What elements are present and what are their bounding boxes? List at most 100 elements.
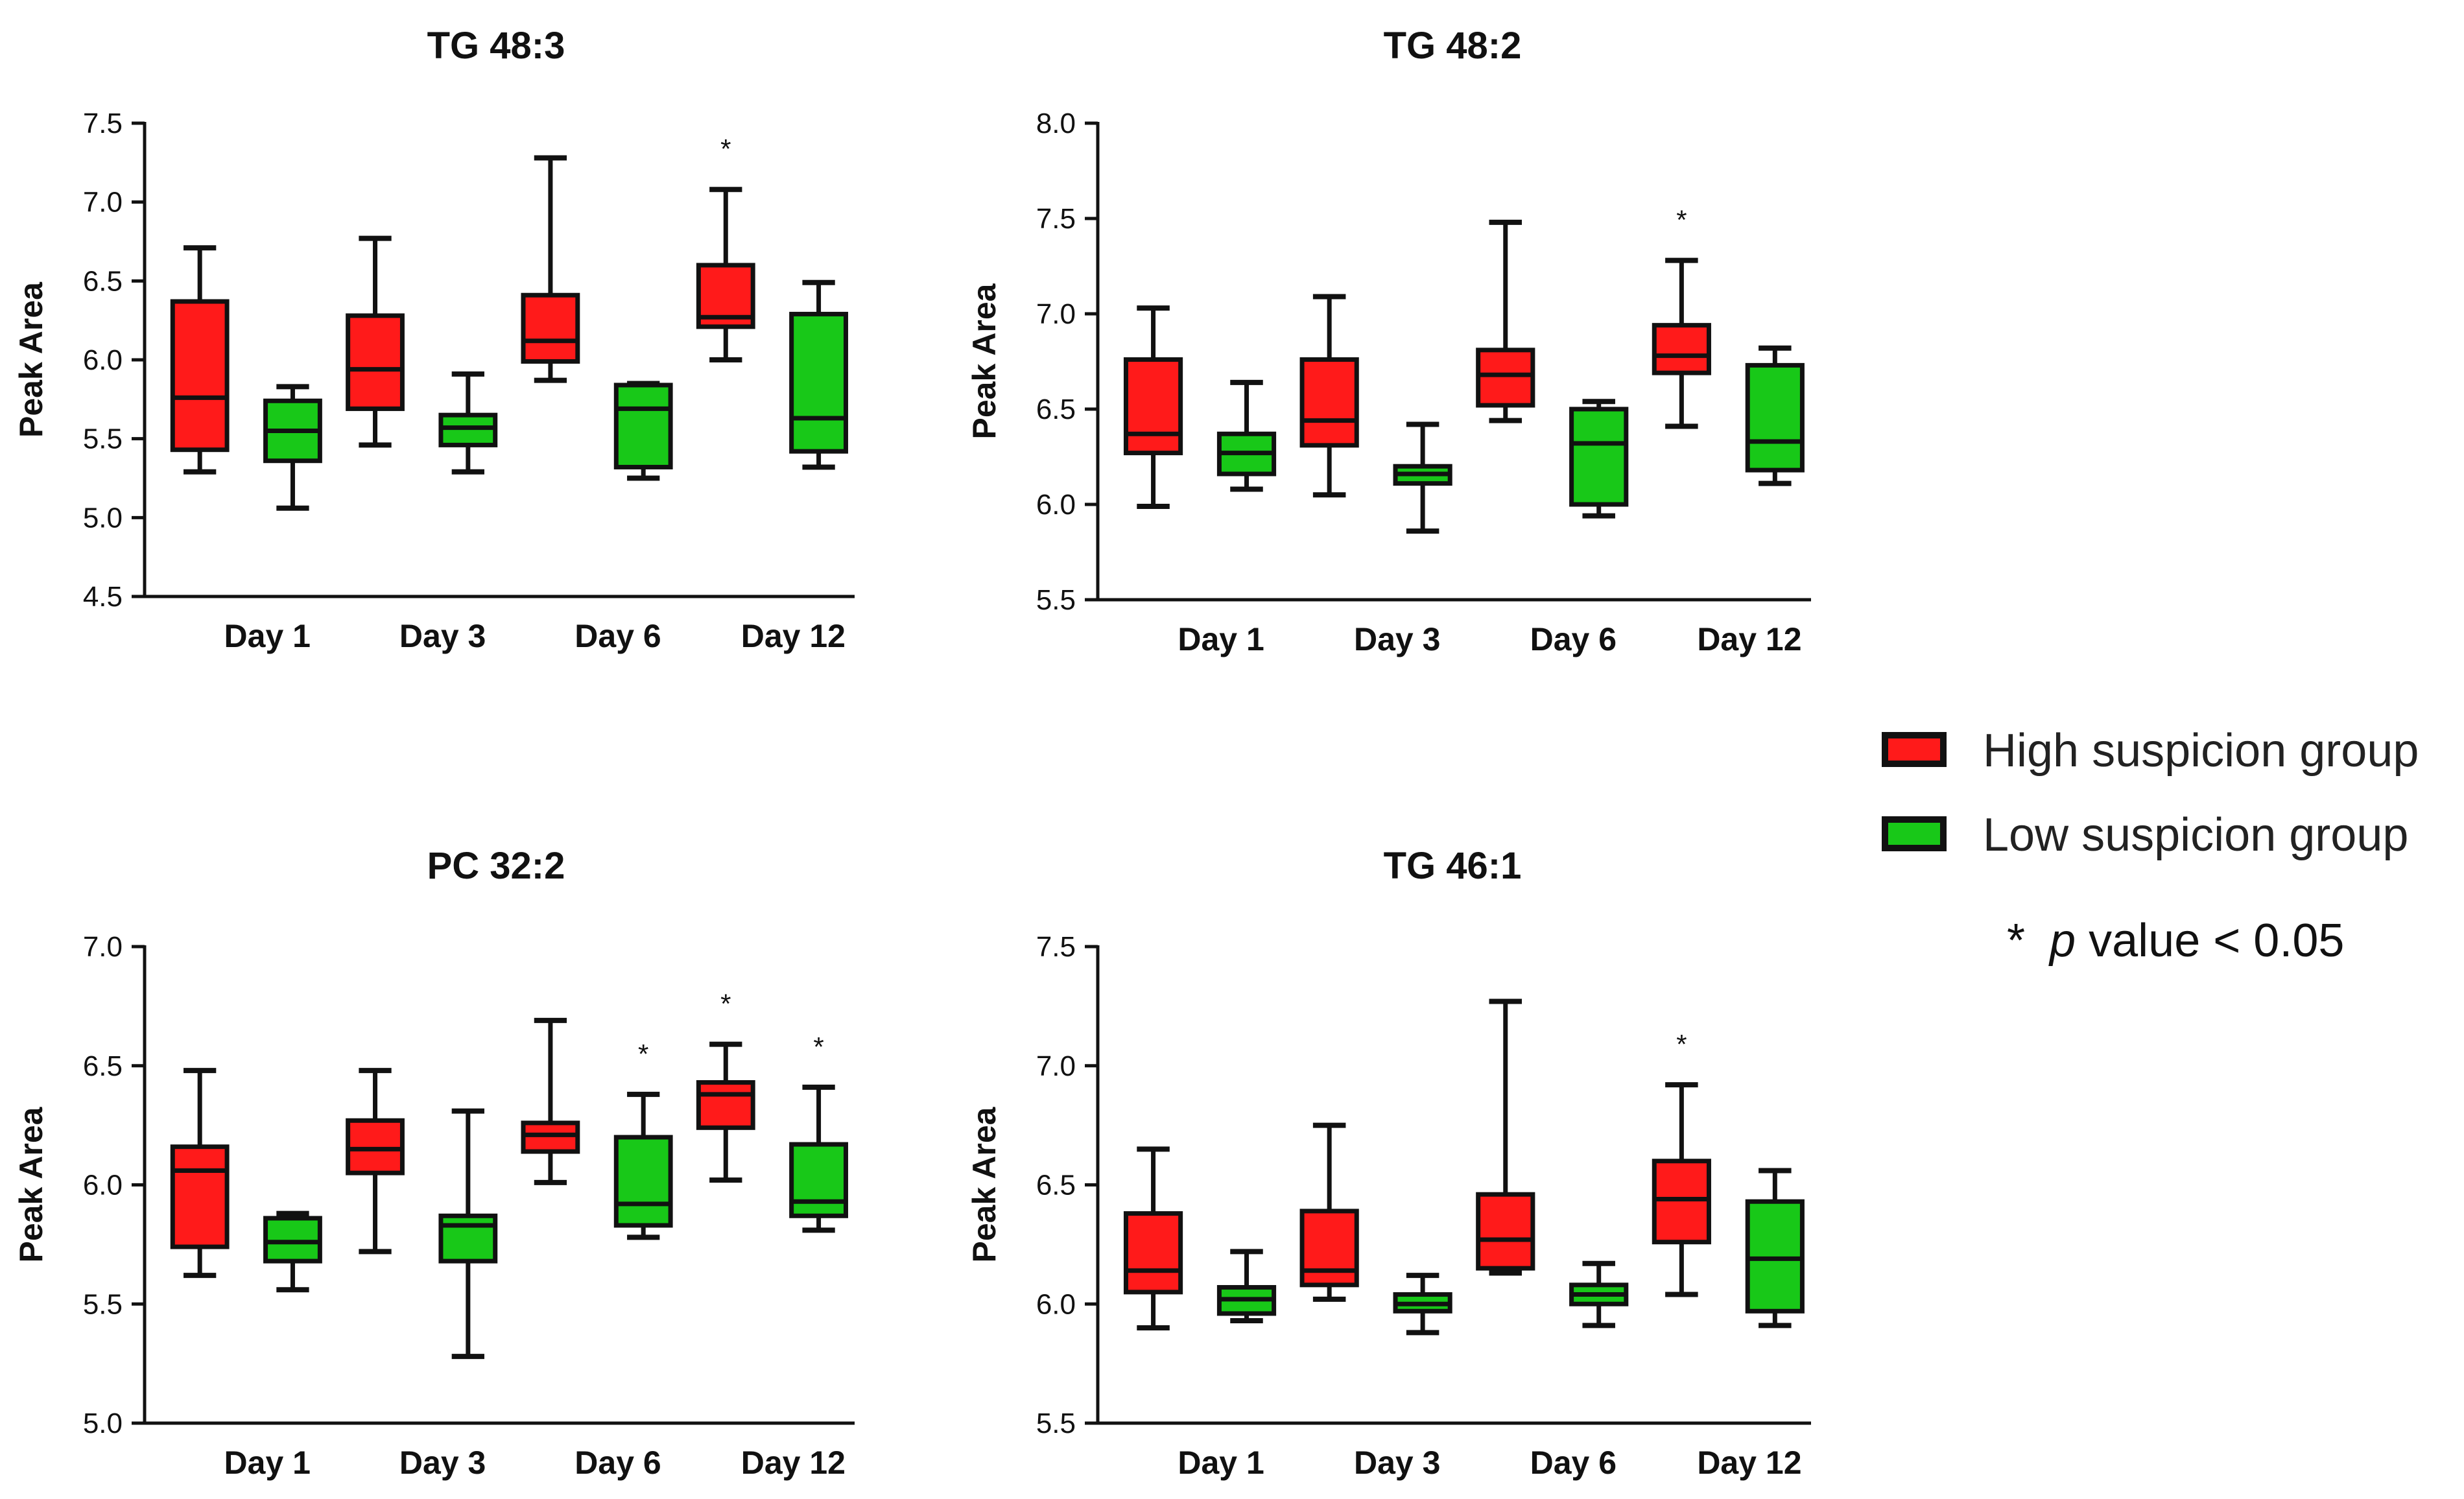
- legend-label-low: Low suspicion group: [1983, 809, 2408, 861]
- box-body: [1123, 357, 1183, 456]
- y-tick-label: 7.0: [83, 187, 123, 218]
- box-body: [1745, 362, 1805, 473]
- box-body: [696, 1080, 755, 1130]
- x-tick-label: Day 6: [575, 1445, 661, 1481]
- box-body: [521, 292, 580, 364]
- x-tick-label: Day 1: [1178, 1445, 1264, 1481]
- y-tick-label: 7.0: [83, 931, 123, 963]
- y-tick-label: 6.0: [1036, 489, 1076, 521]
- significance-star: *: [1676, 205, 1687, 235]
- chart-title: TG 48:3: [427, 25, 565, 67]
- y-tick-label: 7.0: [1036, 298, 1076, 330]
- x-tick-label: Day 3: [1354, 621, 1440, 657]
- chart-panel-3: PC 32:2 Peak Area 5.0 5.5 6.0 6.5 7.0 Day 1 Day …: [13, 845, 855, 1481]
- x-tick-label: Day 6: [1530, 1445, 1617, 1481]
- x-tick-label: Day 12: [1697, 1445, 1801, 1481]
- legend-item-high: High suspicion group: [1882, 725, 2419, 777]
- legend-label-high: High suspicion group: [1983, 725, 2419, 777]
- y-tick-label: 6.5: [83, 265, 123, 297]
- x-tick-label: Day 3: [1354, 1445, 1440, 1481]
- y-tick-label: 7.0: [1036, 1050, 1076, 1082]
- box-high-day-3: [1476, 219, 1535, 423]
- box-high-day-1: [1123, 305, 1183, 509]
- box-body: [1476, 348, 1535, 408]
- y-tick-label: 6.5: [83, 1050, 123, 1082]
- x-tick-label: Day 12: [741, 1445, 846, 1481]
- box-high-day-3: [521, 1017, 580, 1185]
- box-low-day-4: [1745, 1168, 1805, 1328]
- box-high-day-4: [1652, 1082, 1711, 1297]
- box-low-day-2: [438, 1108, 498, 1360]
- x-tick-label: Day 3: [399, 618, 486, 654]
- box-low-day-1: [1216, 1249, 1277, 1323]
- box-body: [613, 383, 673, 469]
- legend-item-low: Low suspicion group: [1882, 809, 2408, 861]
- y-tick-label: 7.5: [1036, 203, 1076, 235]
- box-low-day-1: [263, 384, 322, 511]
- y-tick-label: 4.5: [83, 581, 123, 613]
- box-high-day-4: [1652, 257, 1711, 429]
- box-body: [521, 1120, 580, 1154]
- box-high-day-3: [1476, 998, 1535, 1276]
- box-body: [1476, 1192, 1535, 1271]
- box-low-day-3: [613, 381, 673, 481]
- x-tick-label: Day 3: [399, 1445, 486, 1481]
- y-tick-label: 8.0: [1036, 108, 1076, 139]
- significance-note-p: p: [2048, 915, 2076, 967]
- box-high-day-2: [1299, 1122, 1359, 1302]
- significance-star: *: [813, 1032, 823, 1062]
- box-body: [1569, 407, 1629, 507]
- box-body: [1745, 1199, 1805, 1314]
- y-tick-label: 6.0: [83, 344, 123, 376]
- box-body: [346, 313, 405, 411]
- box-low-day-1: [263, 1210, 322, 1293]
- x-tick-label: Day 1: [224, 1445, 311, 1481]
- chart-title: TG 46:1: [1384, 845, 1522, 887]
- y-tick-label: 5.0: [83, 502, 123, 534]
- chart-panel-4: TG 46:1 Peak Area 5.5 6.0 6.5 7.0 7.5 Day 1 Day …: [966, 845, 1811, 1481]
- significance-note-star: *: [2007, 915, 2025, 967]
- x-tick-label: Day 6: [575, 618, 661, 654]
- box-body: [438, 412, 498, 447]
- box-low-day-2: [438, 371, 498, 475]
- box-body: [263, 1216, 322, 1264]
- box-body: [170, 299, 230, 453]
- x-tick-label: Day 12: [741, 618, 846, 654]
- y-tick-label: 6.5: [1036, 1170, 1076, 1201]
- box-high-day-2: [346, 235, 405, 448]
- chart-panel-2: TG 48:2 Peak Area 5.5 6.0 6.5 7.0 7.5 8.0 Day 1 D…: [966, 25, 1811, 657]
- significance-star: *: [638, 1039, 648, 1069]
- significance-note-text: value < 0.05: [2089, 915, 2344, 967]
- box-low-day-4: [789, 279, 848, 470]
- box-high-day-1: [1123, 1146, 1183, 1330]
- box-high-day-4: [696, 187, 755, 362]
- y-tick-label: 7.5: [83, 108, 123, 139]
- box-high-day-3: [521, 155, 580, 383]
- y-tick-label: 7.5: [1036, 931, 1076, 963]
- x-tick-label: Day 1: [224, 618, 311, 654]
- y-axis-label: Peak Area: [13, 281, 49, 438]
- y-tick-label: 5.5: [1036, 584, 1076, 616]
- panels: TG 48:3 Peak Area 4.5 5.0 5.5 6.0 6.5 7.0 7.5 Day…: [13, 25, 1811, 1481]
- y-tick-label: 6.0: [83, 1170, 123, 1201]
- y-axis-label: Peak Area: [13, 1106, 49, 1262]
- y-tick-label: 5.5: [1036, 1408, 1076, 1439]
- y-tick-label: 6.0: [1036, 1288, 1076, 1320]
- significance-star: *: [720, 989, 731, 1019]
- y-tick-label: 5.5: [83, 423, 123, 455]
- significance-note: * p value < 0.05: [2007, 915, 2344, 967]
- box-body: [1652, 323, 1711, 375]
- legend-swatch-low: [1882, 816, 1947, 851]
- box-high-day-1: [170, 245, 230, 475]
- box-body: [346, 1118, 405, 1175]
- box-high-day-2: [346, 1068, 405, 1255]
- x-tick-label: Day 6: [1530, 621, 1617, 657]
- y-tick-label: 5.5: [83, 1288, 123, 1320]
- box-low-day-2: [1393, 1273, 1452, 1336]
- box-body: [1123, 1211, 1183, 1295]
- y-axis-label: Peak Area: [966, 283, 1002, 439]
- box-high-day-1: [170, 1068, 230, 1279]
- box-body: [1299, 357, 1359, 448]
- significance-star: *: [1676, 1029, 1687, 1059]
- y-tick-label: 5.0: [83, 1408, 123, 1439]
